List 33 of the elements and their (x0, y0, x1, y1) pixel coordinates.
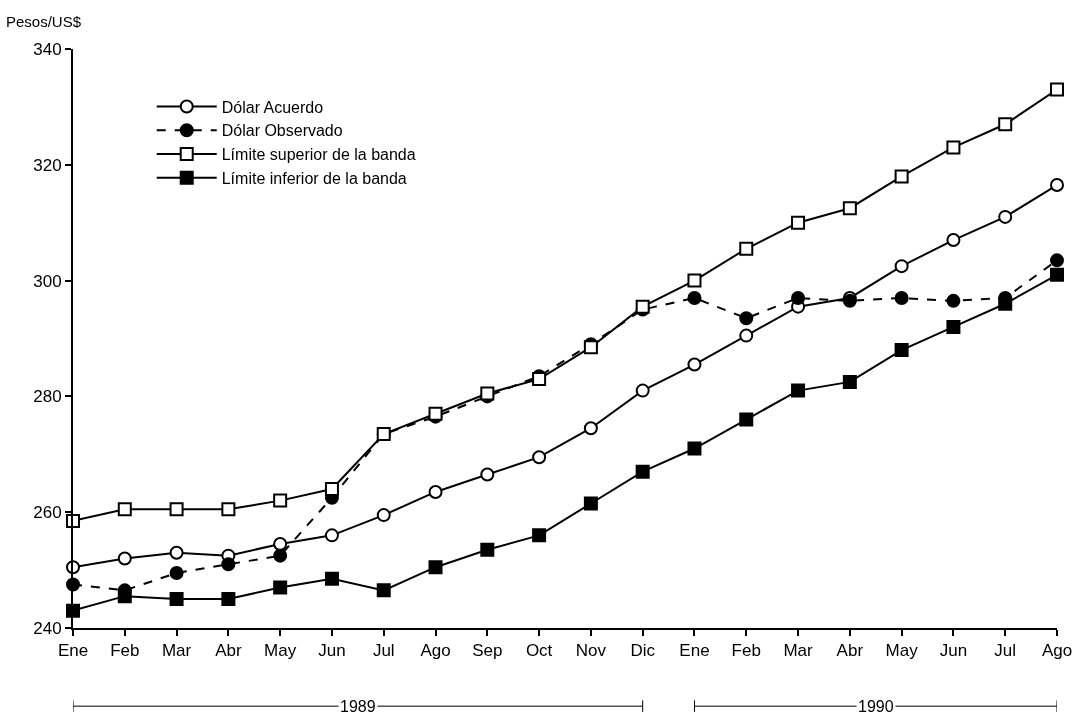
y-tick-label: 240 (33, 618, 62, 638)
y-axis-title: Pesos/US$ (6, 13, 82, 30)
y-tick-label: 340 (33, 39, 62, 59)
text: 1989 (340, 698, 376, 715)
y-tick-label: 260 (33, 503, 62, 523)
x-tick-label: Jun (318, 641, 346, 661)
x-tick-label: Jun (939, 641, 968, 661)
legend-label: Límite inferior de la banda (221, 170, 407, 188)
x-tick-label: Ene (57, 641, 89, 661)
x-tick-label: Jul (994, 641, 1017, 661)
x-tick-label: Mar (161, 641, 192, 661)
legend-label: Dólar Acuerdo (221, 98, 324, 116)
x-tick-label: Ago (420, 641, 451, 661)
y-tick-label: 280 (33, 387, 62, 407)
x-tick-label: Abr (215, 641, 242, 661)
x-tick-label: Nov (575, 641, 607, 661)
x-tick-label: Feb (110, 641, 140, 661)
x-tick-label: Mar (783, 641, 814, 661)
legend-label: Dólar Observado (221, 122, 343, 140)
x-tick-label: Ene (679, 641, 710, 661)
x-tick-label: Dic (630, 641, 656, 661)
x-tick-label: Jul (372, 641, 395, 661)
text: 1990 (858, 698, 894, 715)
x-tick-label: Feb (731, 641, 761, 661)
x-tick-label: Abr (836, 641, 864, 661)
x-tick-label: May (264, 641, 297, 661)
x-tick-label: Oct (525, 641, 553, 661)
y-tick-label: 300 (33, 271, 62, 291)
x-tick-label: May (885, 641, 919, 661)
x-tick-label: Ago (1041, 641, 1073, 661)
x-tick-label: Sep (472, 641, 503, 661)
legend-label: Límite superior de la banda (221, 146, 416, 164)
y-tick-label: 320 (33, 155, 62, 175)
